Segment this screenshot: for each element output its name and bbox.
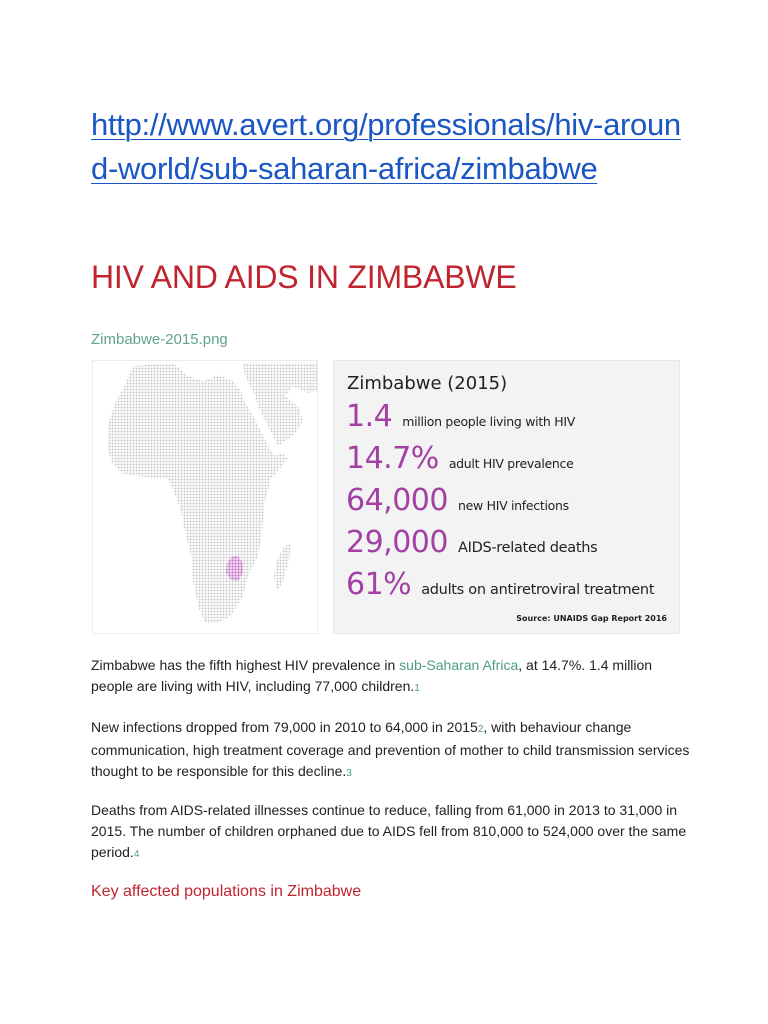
paragraph-new-infections: New infections dropped from 79,000 in 20… (91, 717, 691, 784)
footnote-link-1[interactable]: 1 (414, 683, 420, 694)
stat-label: AIDS-related deaths (457, 540, 598, 556)
source-url-link[interactable]: http://www.avert.org/professionals/hiv-a… (91, 107, 681, 186)
footnote-link-2[interactable]: 2 (477, 724, 484, 735)
stat-label: new HIV infections (457, 498, 569, 513)
image-caption-link[interactable]: Zimbabwe-2015.png (91, 331, 228, 348)
sub-saharan-africa-link[interactable]: sub-Saharan Africa (399, 657, 519, 673)
stat-row-people-living: 1.4 million people living with HIV (346, 399, 575, 434)
paragraph-text: , at 14.7%. 1.4 million people are livin… (91, 657, 653, 694)
paragraph-text: , with behaviour change communication, h… (91, 719, 690, 779)
stat-value: 64,000 (346, 483, 448, 518)
paragraph-deaths: Deaths from AIDS-related illnesses conti… (91, 800, 691, 865)
footnote-link-3[interactable]: 3 (346, 768, 352, 779)
africa-map-image (92, 360, 318, 634)
source-note: Source: UNAIDS Gap Report 2016 (516, 614, 667, 623)
stat-label: million people living with HIV (402, 414, 575, 429)
stat-row-deaths: 29,000 AIDS-related deaths (346, 525, 598, 560)
stat-label: adults on antiretroviral treatment (421, 582, 655, 598)
stat-row-art: 61% adults on antiretroviral treatment (346, 567, 655, 602)
footnote-link-4[interactable]: 4 (133, 849, 140, 860)
section-heading-key-populations: Key affected populations in Zimbabwe (91, 883, 362, 900)
stat-value: 29,000 (346, 525, 448, 560)
stat-label: adult HIV prevalence (448, 456, 574, 471)
stats-infographic: Zimbabwe (2015) 1.4 million people livin… (333, 360, 680, 634)
africa-map-icon (107, 363, 317, 623)
paragraph-text: New infections dropped from 79,000 in 20… (91, 719, 478, 735)
stat-row-new-infections: 64,000 new HIV infections (346, 483, 569, 518)
page-title: HIV AND AIDS IN ZIMBABWE (91, 259, 517, 295)
infographic-title: Zimbabwe (2015) (347, 373, 508, 394)
stat-value: 61% (346, 567, 412, 602)
paragraph-text: Deaths from AIDS-related illnesses conti… (91, 802, 687, 860)
paragraph-text: Zimbabwe has the fifth highest HIV preva… (91, 657, 400, 673)
stat-value: 1.4 (346, 399, 393, 434)
paragraph-prevalence: Zimbabwe has the fifth highest HIV preva… (91, 655, 691, 699)
stat-row-prevalence: 14.7% adult HIV prevalence (346, 441, 574, 476)
stat-value: 14.7% (346, 441, 439, 476)
